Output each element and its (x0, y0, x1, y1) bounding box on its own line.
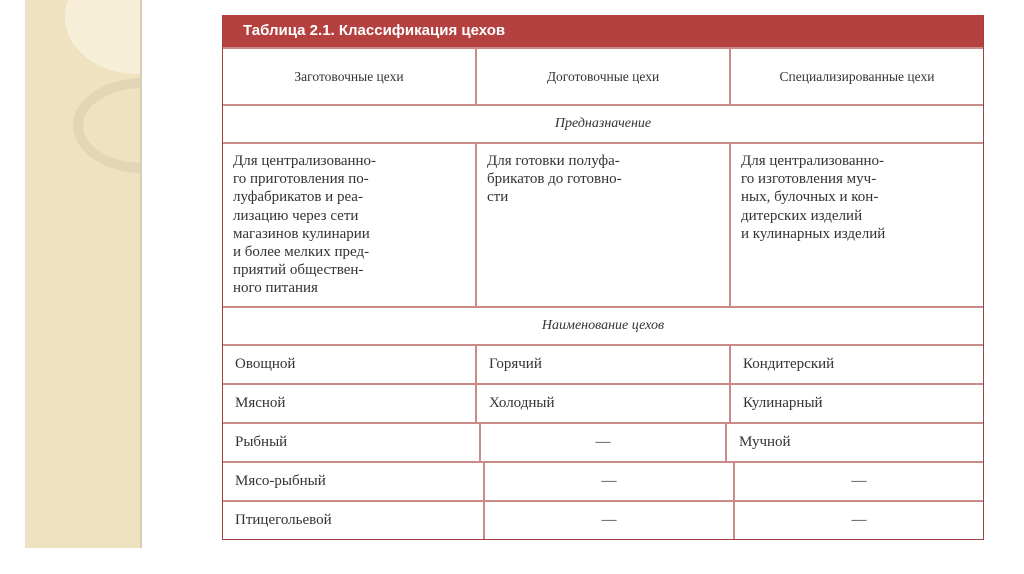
table-cell: Мясной (235, 395, 286, 411)
decorative-ring (73, 78, 140, 173)
table-cell: — (479, 424, 725, 461)
table-cell: Кулинарный (729, 385, 983, 422)
section-label-purpose: Предназначение (554, 116, 652, 131)
table-cell: — (483, 502, 733, 539)
purpose-cell: Для централизованно- го изготовления муч… (729, 144, 983, 306)
table-row: Мясной Холодный Кулинарный (223, 383, 983, 422)
section-label-names: Наименование цехов (541, 318, 665, 333)
column-header: Доготовочные цехи (475, 49, 729, 104)
purpose-cell: Для готовки полуфа- брикатов до готовно-… (475, 144, 729, 306)
decorative-ring (65, 0, 140, 74)
table-cell: — (483, 463, 733, 500)
column-header-row: Заготовочные цехи Доготовочные цехи Спец… (223, 47, 983, 104)
table-cell: Мясо-рыбный (235, 473, 326, 489)
table-cell: Кондитерский (729, 346, 983, 383)
column-header: Заготовочные цехи (294, 69, 404, 84)
table-row: Овощной Горячий Кондитерский (223, 344, 983, 383)
table-cell: Горячий (475, 346, 729, 383)
table-cell: — (733, 502, 983, 539)
table-cell: Мучной (725, 424, 983, 461)
table-cell: Рыбный (235, 434, 288, 450)
table-row: Рыбный — Мучной (223, 422, 983, 461)
table-cell: Овощной (235, 356, 296, 372)
table-cell: — (733, 463, 983, 500)
column-header: Специализированные цехи (729, 49, 983, 104)
purpose-cell: Для централизованно- го приготовления по… (233, 153, 377, 297)
table-cell: Холодный (475, 385, 729, 422)
purpose-row: Для централизованно- го приготовления по… (223, 142, 983, 306)
table-row: Мясо-рыбный — — (223, 461, 983, 500)
table-row: Птицегольевой — — (223, 500, 983, 539)
classification-table: Таблица 2.1. Классификация цехов Заготов… (222, 15, 984, 540)
decorative-side-strip (25, 0, 142, 548)
table-cell: Птицегольевой (235, 512, 332, 528)
table-title: Таблица 2.1. Классификация цехов (223, 15, 983, 47)
